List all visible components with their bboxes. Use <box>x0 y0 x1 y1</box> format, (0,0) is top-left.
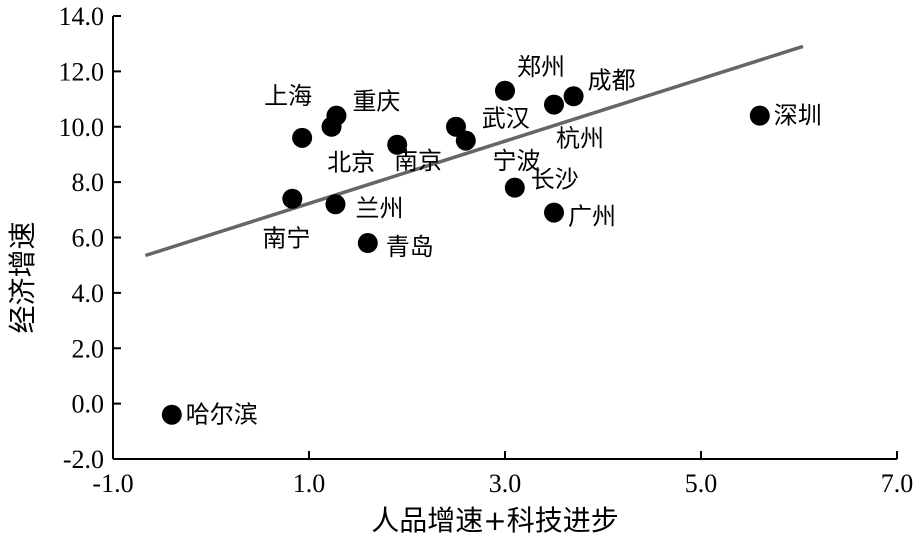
point-label: 深圳 <box>774 102 822 130</box>
data-point <box>387 134 408 155</box>
y-axis-title: 经济增速 <box>6 221 39 333</box>
point-label: 哈尔滨 <box>186 401 258 429</box>
axes: -2.0 0.0 2.0 4.0 6.0 8.0 10.0 12.0 14.0 -1.0 1.0 3.… <box>6 2 913 537</box>
point-label: 兰州 <box>355 194 403 222</box>
point-label: 宁波 <box>493 147 541 175</box>
data-point <box>282 188 303 209</box>
point-label: 北京 <box>327 149 375 177</box>
trendline-layer <box>144 44 804 258</box>
x-tick-label: 1.0 <box>293 469 326 498</box>
y-tick-label: 6.0 <box>72 224 105 253</box>
trend-line <box>144 44 804 258</box>
y-tick-label: 12.0 <box>59 57 105 86</box>
point-label: 南宁 <box>262 225 310 253</box>
y-tick-label: 2.0 <box>72 334 105 363</box>
data-point <box>357 233 378 254</box>
data-point <box>455 130 476 151</box>
point-label: 杭州 <box>556 125 604 153</box>
data-point <box>544 202 564 223</box>
x-tick-label: -1.0 <box>92 469 133 498</box>
y-tick-label: 4.0 <box>72 279 105 308</box>
point-label: 重庆 <box>352 88 400 116</box>
y-tick-label: 0.0 <box>72 390 105 419</box>
data-point <box>504 177 525 198</box>
x-tick-label: 3.0 <box>489 469 522 498</box>
point-label: 郑州 <box>517 53 565 81</box>
points-layer <box>161 80 770 425</box>
point-label: 长沙 <box>531 166 579 194</box>
data-point <box>292 127 313 148</box>
point-label: 南京 <box>394 147 442 175</box>
y-tick-label: 10.0 <box>59 113 105 142</box>
y-tick-label: 8.0 <box>72 168 105 197</box>
data-point <box>495 80 515 101</box>
point-label: 青岛 <box>386 233 434 261</box>
x-axis-title: 人品增速+科技进步 <box>371 504 618 537</box>
data-point <box>326 105 347 126</box>
data-point <box>544 94 564 115</box>
point-label: 成都 <box>588 66 636 94</box>
point-label: 广州 <box>568 203 616 231</box>
y-tick-label: -2.0 <box>63 445 104 474</box>
data-point <box>161 404 182 425</box>
data-point <box>325 194 346 215</box>
data-point <box>446 116 466 137</box>
point-label: 上海 <box>264 82 312 110</box>
x-tick-label: 5.0 <box>685 469 718 498</box>
data-point <box>749 105 770 126</box>
x-tick-label: 7.0 <box>881 469 914 498</box>
data-point <box>563 86 584 107</box>
y-tick-label: 14.0 <box>59 2 105 31</box>
point-label: 武汉 <box>482 105 530 133</box>
